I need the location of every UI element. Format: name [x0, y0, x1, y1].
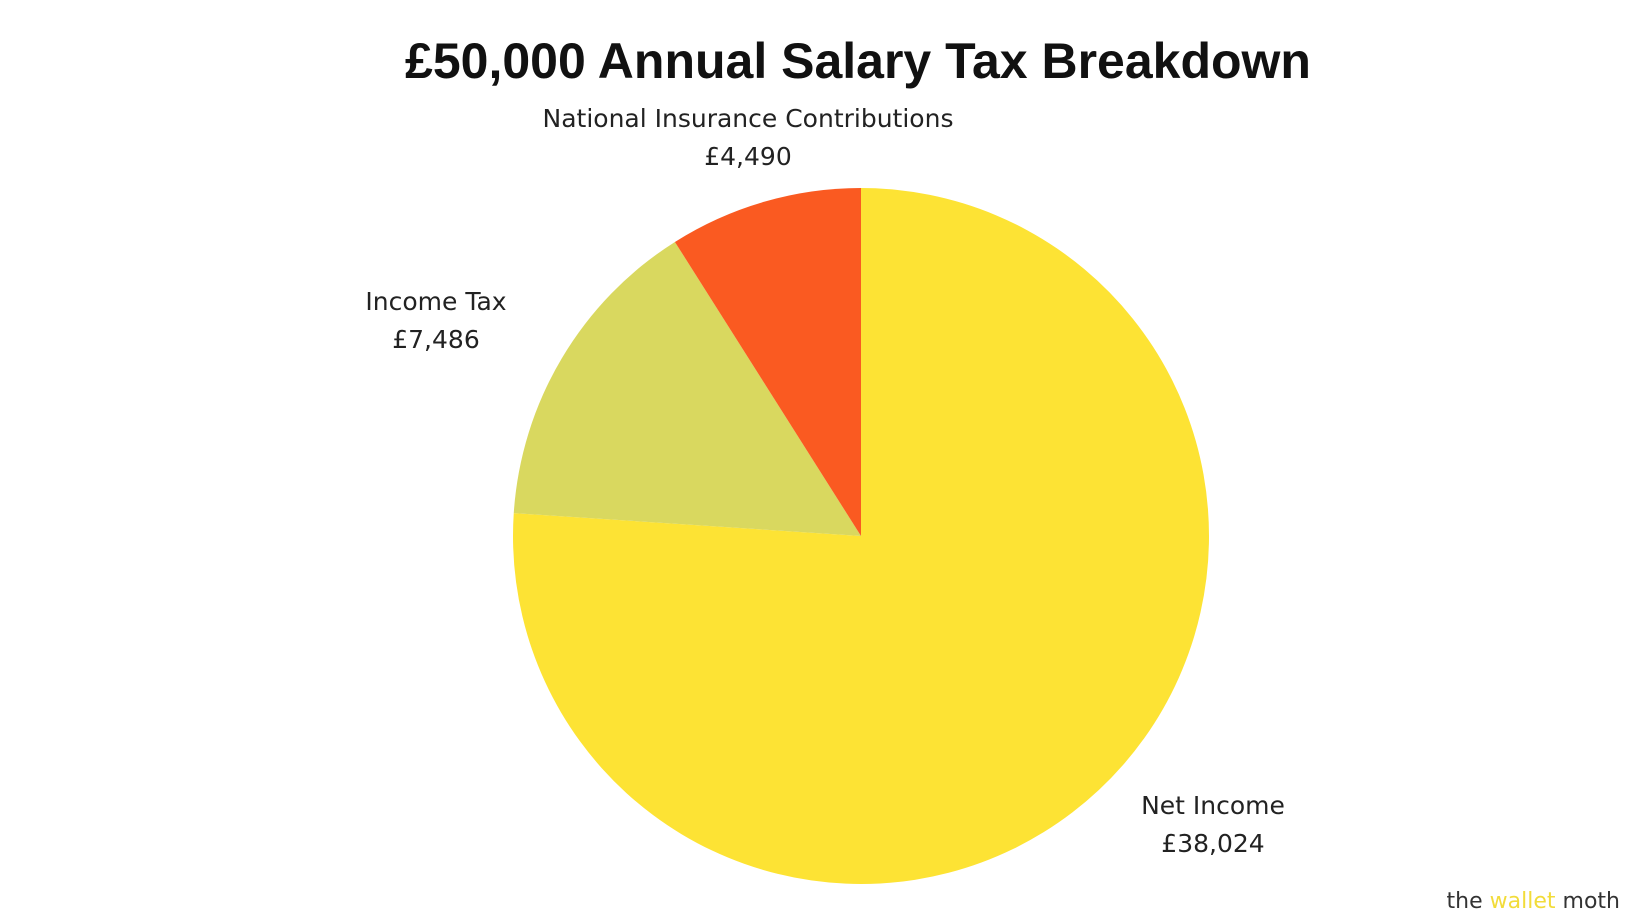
chart-title: £50,000 Annual Salary Tax Breakdown [405, 33, 1311, 89]
watermark-word: wallet [1490, 889, 1556, 914]
slice-value-label: £4,490 [704, 142, 791, 171]
pie-slice [513, 241, 861, 536]
labels: Net Income £38,024 Income Tax £7,486 Nationa… [365, 104, 1285, 858]
watermark-word: moth [1563, 889, 1620, 914]
watermark-word: the [1447, 889, 1483, 914]
slice-value-label: £7,486 [392, 325, 479, 354]
pie-slice [674, 188, 861, 536]
watermark: the wallet moth [1447, 889, 1620, 914]
slice-value-label: £38,024 [1161, 829, 1264, 858]
slice-label: Income Tax [365, 287, 506, 316]
pie [512, 188, 1209, 884]
slice-label: National Insurance Contributions [543, 104, 954, 133]
slice-label: Net Income [1141, 791, 1285, 820]
